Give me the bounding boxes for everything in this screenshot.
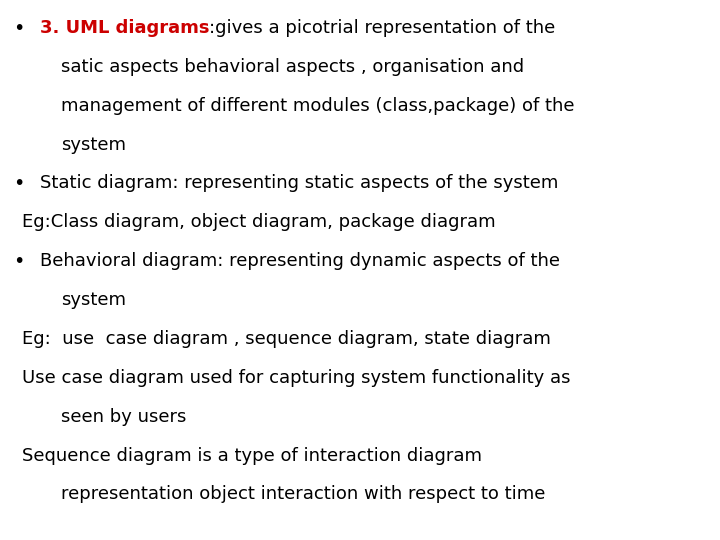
Text: satic aspects behavioral aspects , organisation and: satic aspects behavioral aspects , organ… <box>61 58 524 76</box>
Text: system: system <box>61 291 126 309</box>
Text: Static diagram: representing static aspects of the system: Static diagram: representing static aspe… <box>40 174 558 192</box>
Text: Sequence diagram is a type of interaction diagram: Sequence diagram is a type of interactio… <box>22 447 482 464</box>
Text: Eg:  use  case diagram , sequence diagram, state diagram: Eg: use case diagram , sequence diagram,… <box>22 330 551 348</box>
Text: Eg:Class diagram, object diagram, package diagram: Eg:Class diagram, object diagram, packag… <box>22 213 495 231</box>
Text: 3. UML diagrams: 3. UML diagrams <box>40 19 209 37</box>
Text: :gives a picotrial representation of the: :gives a picotrial representation of the <box>209 19 555 37</box>
Text: representation object interaction with respect to time: representation object interaction with r… <box>61 485 546 503</box>
Text: •: • <box>13 174 24 193</box>
Text: management of different modules (class,package) of the: management of different modules (class,p… <box>61 97 575 114</box>
Text: seen by users: seen by users <box>61 408 186 426</box>
Text: •: • <box>13 19 24 38</box>
Text: •: • <box>13 252 24 271</box>
Text: Behavioral diagram: representing dynamic aspects of the: Behavioral diagram: representing dynamic… <box>40 252 559 270</box>
Text: Use case diagram used for capturing system functionality as: Use case diagram used for capturing syst… <box>22 369 570 387</box>
Text: system: system <box>61 136 126 153</box>
